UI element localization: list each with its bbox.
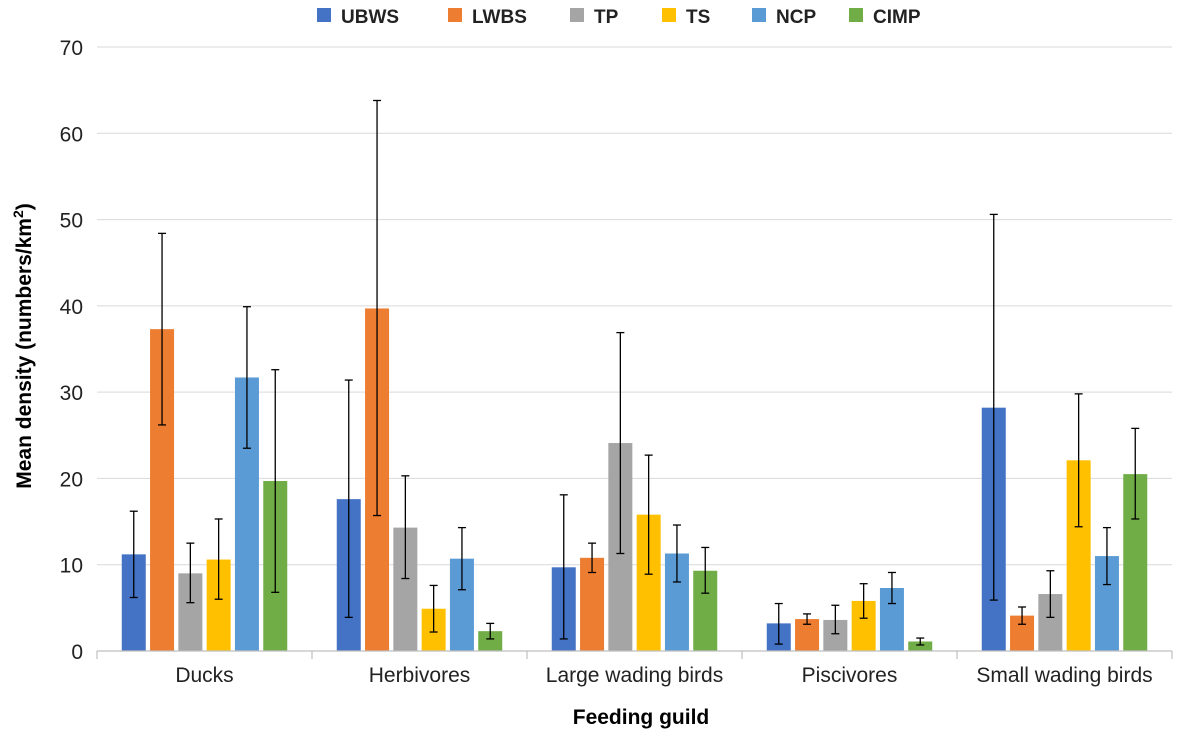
bar-cimp-1 <box>478 631 503 651</box>
y-axis-title-close: ) <box>13 203 36 210</box>
x-tick-label-2: Large wading birds <box>546 664 723 687</box>
error-bar-ubws-0 <box>129 510 138 599</box>
error-bar-ncp-2 <box>672 524 681 583</box>
x-tick-label-3: Piscivores <box>802 664 898 687</box>
legend-swatch-cimp <box>849 8 863 22</box>
bar-cimp-3 <box>908 641 933 651</box>
legend-label-ts: TS <box>686 7 710 28</box>
error-bar-cimp-3 <box>916 637 925 646</box>
legend-label-ubws: UBWS <box>341 7 399 28</box>
x-axis-title: Feeding guild <box>573 706 710 729</box>
error-bar-lwbs-4 <box>1018 606 1027 625</box>
error-bar-tp-2 <box>616 331 625 555</box>
error-bar-ts-3 <box>859 583 868 619</box>
y-tick-label-20: 20 <box>60 468 83 491</box>
x-tick-label-1: Herbivores <box>369 664 471 687</box>
axis-layer: 0 10 20 30 40 50 60 70 Ducks Herbivores Large wadi… <box>60 37 1173 687</box>
legend-swatch-lwbs <box>448 8 462 22</box>
x-tick-label-4: Small wading birds <box>976 664 1152 687</box>
bar-lwbs-2 <box>580 557 605 651</box>
error-bar-cimp-2 <box>701 546 710 594</box>
error-bar-ts-1 <box>429 584 438 633</box>
legend-label-tp: TP <box>594 7 619 28</box>
error-bar-tp-3 <box>831 604 840 635</box>
legend-swatch-ncp <box>752 8 766 22</box>
error-bar-cimp-4 <box>1131 427 1140 520</box>
error-bar-cimp-0 <box>271 369 280 593</box>
y-tick-label-70: 70 <box>60 37 83 60</box>
error-bar-ncp-1 <box>457 526 466 591</box>
y-axis-title-superscript: 2 <box>10 210 26 218</box>
y-tick-label-10: 10 <box>60 555 83 578</box>
error-bars-layer <box>129 99 1140 646</box>
y-axis-title: Mean density (numbers/km2) <box>10 203 36 489</box>
error-bar-ts-0 <box>214 518 223 600</box>
grid-layer <box>97 46 1172 566</box>
y-tick-label-30: 30 <box>60 382 83 405</box>
y-tick-label-40: 40 <box>60 296 83 319</box>
y-tick-label-60: 60 <box>60 123 83 146</box>
y-tick-label-0: 0 <box>71 641 83 664</box>
error-bar-ubws-2 <box>559 494 568 640</box>
legend-swatch-tp <box>570 8 584 22</box>
error-bar-ubws-1 <box>344 379 353 618</box>
error-bar-ncp-3 <box>887 571 896 605</box>
legend-label-ncp: NCP <box>776 7 816 28</box>
error-bar-ts-4 <box>1074 393 1083 528</box>
error-bar-ncp-0 <box>242 306 251 449</box>
y-tick-label-50: 50 <box>60 210 83 233</box>
legend-label-cimp: CIMP <box>873 7 921 28</box>
y-axis-title-main: Mean density (numbers/km <box>13 218 36 489</box>
legend: UBWS LWBS TP TS NCP CIMP <box>317 7 921 28</box>
error-bar-lwbs-1 <box>373 99 382 517</box>
error-bar-ubws-3 <box>774 602 783 645</box>
legend-swatch-ts <box>662 8 676 22</box>
error-bar-lwbs-0 <box>158 232 167 426</box>
error-bar-tp-1 <box>401 475 410 580</box>
error-bar-tp-4 <box>1046 570 1055 618</box>
error-bar-ncp-4 <box>1102 526 1111 586</box>
error-bar-ts-2 <box>644 454 653 575</box>
x-tick-label-0: Ducks <box>175 664 233 687</box>
legend-swatch-ubws <box>317 8 331 22</box>
error-bar-lwbs-3 <box>803 613 812 625</box>
error-bar-ubws-4 <box>989 213 998 601</box>
error-bar-cimp-1 <box>486 622 495 640</box>
error-bar-lwbs-2 <box>588 542 597 574</box>
legend-label-lwbs: LWBS <box>472 7 527 28</box>
error-bar-tp-0 <box>186 542 195 604</box>
